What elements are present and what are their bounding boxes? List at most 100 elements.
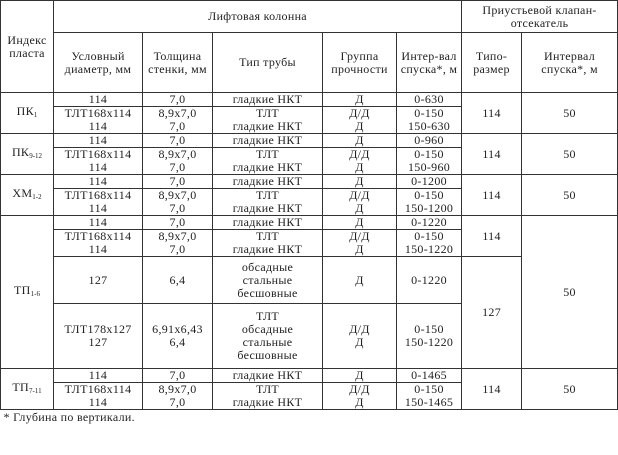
diameter-cell-line: 127 — [88, 272, 108, 287]
strength-cell-line: Д — [355, 160, 364, 174]
diameter-cell-line: 114 — [88, 119, 108, 133]
interval-cell: 0-960 — [395, 133, 463, 148]
strength-cell: Д/Д Д — [322, 147, 397, 175]
pipe-type-cell: гладкие НКТ — [212, 92, 323, 107]
pipe-type-cell: гладкие НКТ — [212, 215, 323, 230]
header-interval: Интер-вал спуска*, м — [395, 32, 463, 93]
diameter-cell-line: ТЛТ168х114 — [64, 147, 132, 161]
pipe-type-cell-line: гладкие НКТ — [232, 92, 303, 106]
valve-size-cell: 114 — [461, 133, 523, 175]
pipe-type-cell-line: ТЛТ — [255, 106, 280, 120]
pipe-type-cell: ТЛТ гладкие НКТ — [212, 382, 323, 410]
header-valve-interval: Интервал спуска*, м — [521, 32, 618, 93]
strength-cell: Д/Д Д — [322, 303, 397, 369]
wall-cell: 8,9х7,0 7,0 — [142, 229, 213, 257]
pipe-type-cell: гладкие НКТ — [212, 133, 323, 148]
pipe-type-cell-line: ТЛТ — [255, 309, 280, 323]
strength-cell-line: Д — [355, 174, 364, 188]
pipe-type-cell-line: бесшовные — [237, 285, 298, 300]
pipe-type-cell: гладкие НКТ — [212, 174, 323, 189]
pipe-type-cell-line: гладкие НКТ — [232, 119, 303, 133]
pipe-type-cell: ТЛТ обсадные стальные бесшовные — [212, 303, 323, 369]
strength-cell-line: Д — [355, 395, 364, 409]
strength-cell: Д/Д Д — [322, 382, 397, 410]
strength-cell-line: Д/Д — [349, 229, 370, 243]
pipe-type-cell-line: гладкие НКТ — [232, 242, 303, 256]
header-strength: Группа прочности — [322, 32, 397, 93]
diameter-cell-line: 114 — [88, 133, 108, 147]
interval-cell-line: 0-150 — [414, 229, 444, 243]
table-row: ХМ1-2 114 7,0 гладкие НКТ Д 0-1200 114 50 — [0, 174, 618, 216]
pipe-type-cell-line: ТЛТ — [255, 147, 280, 161]
valve-interval-cell: 50 — [521, 174, 618, 216]
valve-size-cell: 114 — [461, 174, 523, 216]
valve-size-cell: 114 — [461, 92, 523, 134]
valve-interval-cell: 50 — [521, 215, 618, 369]
pipe-type-cell-line: гладкие НКТ — [232, 160, 303, 174]
layer-index-name: ПК — [16, 103, 34, 118]
interval-cell: 0-150 150-960 — [395, 147, 463, 175]
layer-index-subscript: 7-11 — [29, 386, 42, 395]
diameter-cell-line: ТЛТ168х114 — [64, 382, 132, 396]
table-row: ТП7-11 114 7,0 гладкие НКТ Д 0-1465 114 50 — [0, 368, 618, 410]
table-row: ТЛТ168х114 114 8,9х7,0 7,0 ТЛТ гладкие НКТ Д/Д… — [1, 106, 618, 134]
wall-cell-line: 7,0 — [169, 215, 186, 229]
wall-cell-line: 8,9х7,0 — [158, 229, 197, 243]
interval-cell-line: 0-1220 — [411, 215, 447, 229]
diameter-cell-line: 114 — [88, 174, 108, 188]
header-pipe-type: Тип трубы — [212, 32, 323, 93]
interval-cell: 0-1220 — [395, 215, 463, 230]
strength-cell: Д/Д Д — [322, 106, 397, 134]
strength-cell-line: Д — [355, 272, 364, 287]
interval-cell-line: 0-150 — [414, 322, 444, 336]
layer-index-subscript: 1-6 — [30, 289, 40, 298]
layer-index: ПК9-12 — [0, 133, 54, 175]
wall-cell: 8,9х7,0 7,0 — [142, 382, 213, 410]
header-index: Индекс пласта — [0, 0, 54, 93]
interval-cell: 0-1465 — [395, 368, 463, 383]
diameter-cell: ТЛТ168х114 114 — [53, 188, 143, 216]
wall-cell: 7,0 — [142, 92, 213, 107]
interval-cell-line: 0-1220 — [411, 272, 447, 287]
table-body: ПК1 114 7,0 гладкие НКТ Д 0-630 114 50 ТЛТ168х11… — [0, 92, 618, 410]
pipe-type-cell: гладкие НКТ — [212, 368, 323, 383]
layer-index-name: ТП — [12, 379, 30, 394]
table-row: 127 6,4 обсадные стальные бесшовные Д 0-1220 12… — [1, 256, 618, 369]
interval-cell-line: 0-150 — [414, 147, 444, 161]
table-row: ТЛТ168х114 114 8,9х7,0 7,0 ТЛТ гладкие НКТ Д/Д… — [1, 382, 618, 410]
layer-index-subscript: 1-2 — [32, 192, 42, 201]
interval-cell-line: 150-1200 — [404, 201, 454, 215]
layer-index: ТП1-6 — [0, 215, 54, 369]
strength-cell-line: Д — [355, 215, 364, 229]
footnote: * Глубина по вертикали. — [0, 409, 618, 424]
layer-index-name: ПК — [11, 144, 30, 159]
diameter-cell-line: ТЛТ168х114 — [64, 229, 132, 243]
header-wall: Толщина стенки, мм — [142, 32, 213, 93]
strength-cell: Д — [322, 133, 397, 148]
wall-cell-line: 7,0 — [169, 92, 186, 106]
diameter-cell: 114 — [53, 174, 143, 189]
pipe-type-cell-line: обсадные — [241, 322, 294, 336]
pipe-type-cell-line: гладкие НКТ — [232, 174, 303, 188]
pipe-type-cell-line: бесшовные — [237, 348, 298, 362]
diameter-cell: 114 — [53, 368, 143, 383]
diameter-cell-line: 114 — [88, 368, 108, 382]
diameter-cell-line: 114 — [88, 160, 108, 174]
layer-index: ТП7-11 — [0, 368, 54, 410]
pipe-type-cell-line: ТЛТ — [255, 188, 280, 202]
pipe-type-cell: обсадные стальные бесшовные — [212, 256, 323, 304]
header-valve: Приустьевой клапан-отсекатель — [461, 0, 618, 33]
valve-interval-cell: 50 — [521, 368, 618, 410]
pipe-type-cell-line: гладкие НКТ — [232, 201, 303, 215]
diameter-cell-line: 114 — [88, 92, 108, 106]
interval-cell-line: 150-1220 — [404, 242, 454, 256]
strength-cell-line: Д/Д — [349, 147, 370, 161]
wall-cell-line: 8,9х7,0 — [158, 147, 197, 161]
diameter-cell-line: 114 — [88, 242, 108, 256]
strength-cell-line: Д — [355, 335, 364, 349]
strength-cell-line: Д — [355, 92, 364, 106]
table-row: ТЛТ168х114 114 8,9х7,0 7,0 ТЛТ гладкие НКТ Д/Д… — [1, 188, 618, 216]
header-diameter: Условный диаметр, мм — [53, 32, 143, 93]
interval-cell: 0-150 150-630 — [395, 106, 463, 134]
valve-size-cell: 114 — [461, 368, 523, 410]
